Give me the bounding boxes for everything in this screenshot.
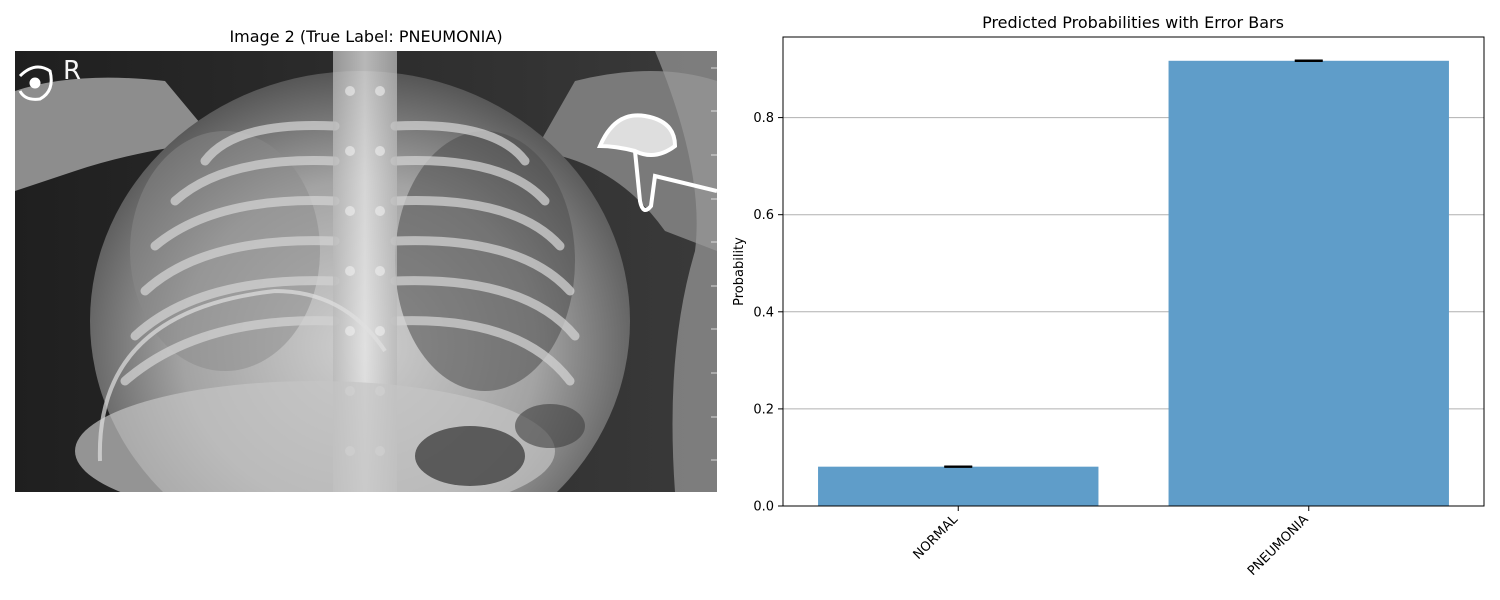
plot-frame (782, 36, 1485, 507)
bars (818, 60, 1449, 506)
y-tick-label: 0.6 (753, 208, 774, 223)
bar-normal (818, 466, 1099, 506)
side-marker-r: R (63, 56, 81, 86)
y-tick-label: 0.8 (753, 111, 774, 126)
x-tick-label-pneumonia: PNEUMONIA (1245, 512, 1312, 579)
xray-graphic: R (15, 51, 717, 492)
x-tick-label-normal: NORMAL (911, 512, 962, 563)
y-tick-label: 0.4 (753, 305, 774, 320)
chart-title: Predicted Probabilities with Error Bars (982, 13, 1284, 32)
error-bars (944, 59, 1323, 468)
image-title: Image 2 (True Label: PNEUMONIA) (229, 27, 503, 46)
chest-xray-image: R (15, 51, 717, 492)
y-axis-label: Probability (732, 237, 747, 306)
y-tick-label: 0.2 (753, 402, 774, 417)
y-axis-ticks: 0.0 0.2 0.4 0.6 0.8 (753, 111, 783, 515)
bar-pneumonia (1168, 60, 1449, 506)
y-tick-label: 0.0 (753, 500, 774, 515)
x-axis-ticks: NORMAL PNEUMONIA (911, 506, 1312, 579)
